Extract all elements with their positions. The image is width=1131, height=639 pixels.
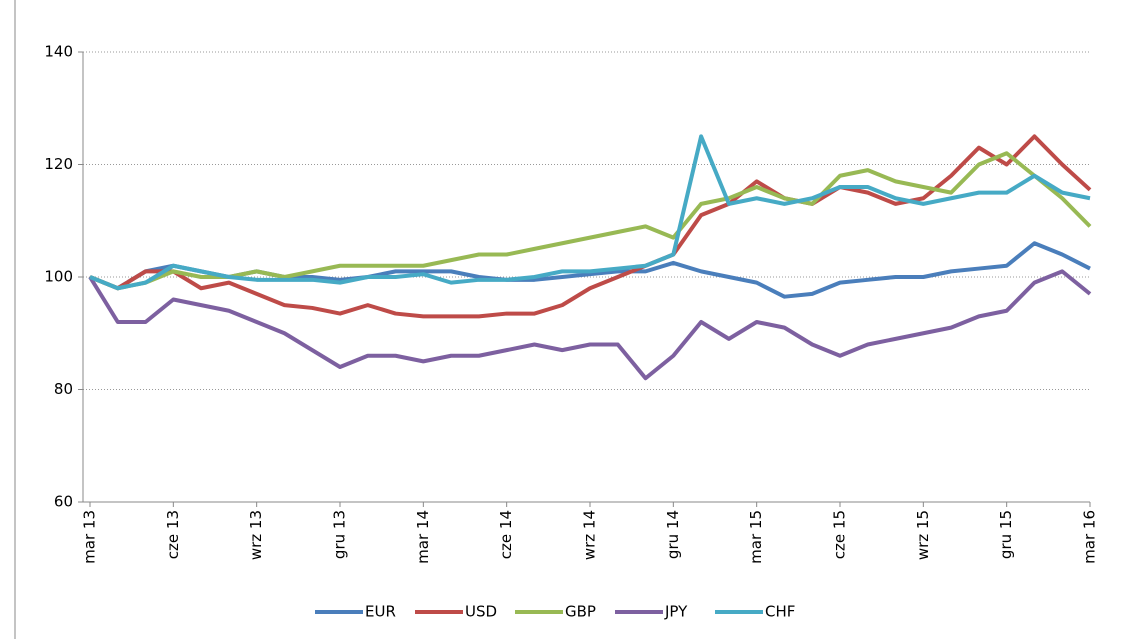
x-tick-label: gru 14 [664,510,682,559]
x-tick-label: gru 15 [997,510,1015,559]
x-tick-label: wrz 15 [914,510,932,560]
x-tick-label: gru 13 [331,510,349,559]
x-tick-label: mar 14 [414,510,432,564]
series-line [89,151,1092,291]
legend-label: GBP [565,603,596,621]
y-tick-label: 140 [44,43,73,61]
legend-label: CHF [765,603,795,621]
y-tick-label: 80 [54,380,73,398]
y-tick-label: 100 [44,268,73,286]
y-tick-label: 120 [44,155,73,173]
series-line [88,269,1092,381]
series-line [89,134,1091,291]
x-tick-label: cze 15 [831,510,849,559]
x-tick-label: cze 13 [164,510,182,559]
series-line [89,134,1092,319]
legend-label: USD [465,603,497,621]
x-tick-label: mar 15 [747,510,765,564]
x-tick-label: cze 14 [497,510,515,559]
x-tick-label: mar 16 [1081,510,1099,564]
legend-label: JPY [664,603,688,621]
x-tick-label: mar 13 [81,510,99,564]
x-tick-label: wrz 14 [581,510,599,560]
legend-label: EUR [365,603,396,621]
y-tick-label: 60 [54,493,73,511]
x-tick-label: wrz 13 [247,510,265,560]
